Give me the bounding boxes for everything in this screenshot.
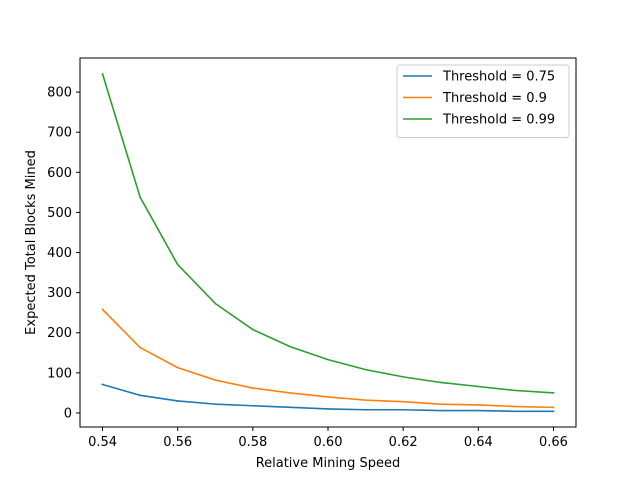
y-tick-label: 500 xyxy=(47,206,72,221)
y-tick-label: 100 xyxy=(47,366,72,381)
data-point xyxy=(176,263,179,266)
data-point xyxy=(515,389,517,392)
series-line-threshold-0-75 xyxy=(101,383,555,413)
data-point xyxy=(402,376,404,378)
data-point xyxy=(214,302,217,305)
data-point xyxy=(252,387,254,389)
data-point xyxy=(289,345,292,348)
data-point xyxy=(176,366,179,369)
data-point xyxy=(252,404,254,407)
legend-label: Threshold = 0.75 xyxy=(442,70,555,85)
data-point xyxy=(327,396,329,398)
data-point xyxy=(477,409,480,412)
data-point xyxy=(139,346,141,349)
data-point xyxy=(364,399,367,401)
y-tick-label: 200 xyxy=(47,326,72,341)
plot-area xyxy=(101,73,555,413)
data-point xyxy=(402,400,404,403)
data-point xyxy=(364,408,367,411)
x-tick-label: 0.64 xyxy=(464,435,493,450)
x-tick-label: 0.54 xyxy=(88,435,117,450)
y-tick-label: 600 xyxy=(47,166,72,181)
y-tick-label: 300 xyxy=(47,286,72,301)
data-point xyxy=(552,392,555,394)
data-point xyxy=(402,408,404,411)
x-tick-label: 0.56 xyxy=(163,435,192,450)
data-point xyxy=(101,383,104,386)
data-point xyxy=(439,381,442,384)
y-axis-label: Expected Total Blocks Mined xyxy=(24,150,39,335)
data-point xyxy=(252,328,254,331)
data-point xyxy=(439,403,442,405)
y-tick-label: 700 xyxy=(47,126,72,141)
x-axis-label: Relative Mining Speed xyxy=(256,456,401,471)
x-axis: 0.54 0.56 0.58 0.60 0.62 0.64 0.66 xyxy=(88,427,568,450)
data-point xyxy=(101,308,104,311)
legend-box xyxy=(396,64,570,138)
y-tick-label: 400 xyxy=(47,246,72,261)
legend: Threshold = 0.75 Threshold = 0.9 Threshold… xyxy=(396,64,570,138)
series-line-threshold-0-9 xyxy=(101,308,555,409)
legend-label: Threshold = 0.99 xyxy=(442,113,555,128)
data-point xyxy=(139,196,141,198)
data-point xyxy=(289,392,292,394)
data-point xyxy=(139,394,141,397)
data-point xyxy=(214,403,217,405)
legend-label: Threshold = 0.9 xyxy=(442,91,547,106)
data-point xyxy=(477,404,480,406)
x-tick-label: 0.66 xyxy=(539,435,568,450)
data-point xyxy=(552,410,555,413)
data-point xyxy=(515,405,517,408)
data-point xyxy=(214,379,217,381)
x-tick-label: 0.60 xyxy=(314,435,343,450)
x-tick-label: 0.58 xyxy=(238,435,267,450)
data-point xyxy=(176,400,179,402)
data-point xyxy=(327,408,329,410)
data-point xyxy=(289,406,292,409)
data-point xyxy=(552,406,555,409)
data-point xyxy=(327,358,329,361)
data-point xyxy=(439,409,442,412)
data-point xyxy=(364,368,367,371)
data-point xyxy=(101,73,104,75)
y-tick-label: 800 xyxy=(47,86,72,101)
data-point xyxy=(477,385,480,388)
y-tick-label: 0 xyxy=(64,406,72,421)
x-tick-label: 0.62 xyxy=(389,435,418,450)
data-point xyxy=(515,410,517,413)
y-axis: 0 100 200 300 400 500 600 700 800 xyxy=(47,86,80,421)
